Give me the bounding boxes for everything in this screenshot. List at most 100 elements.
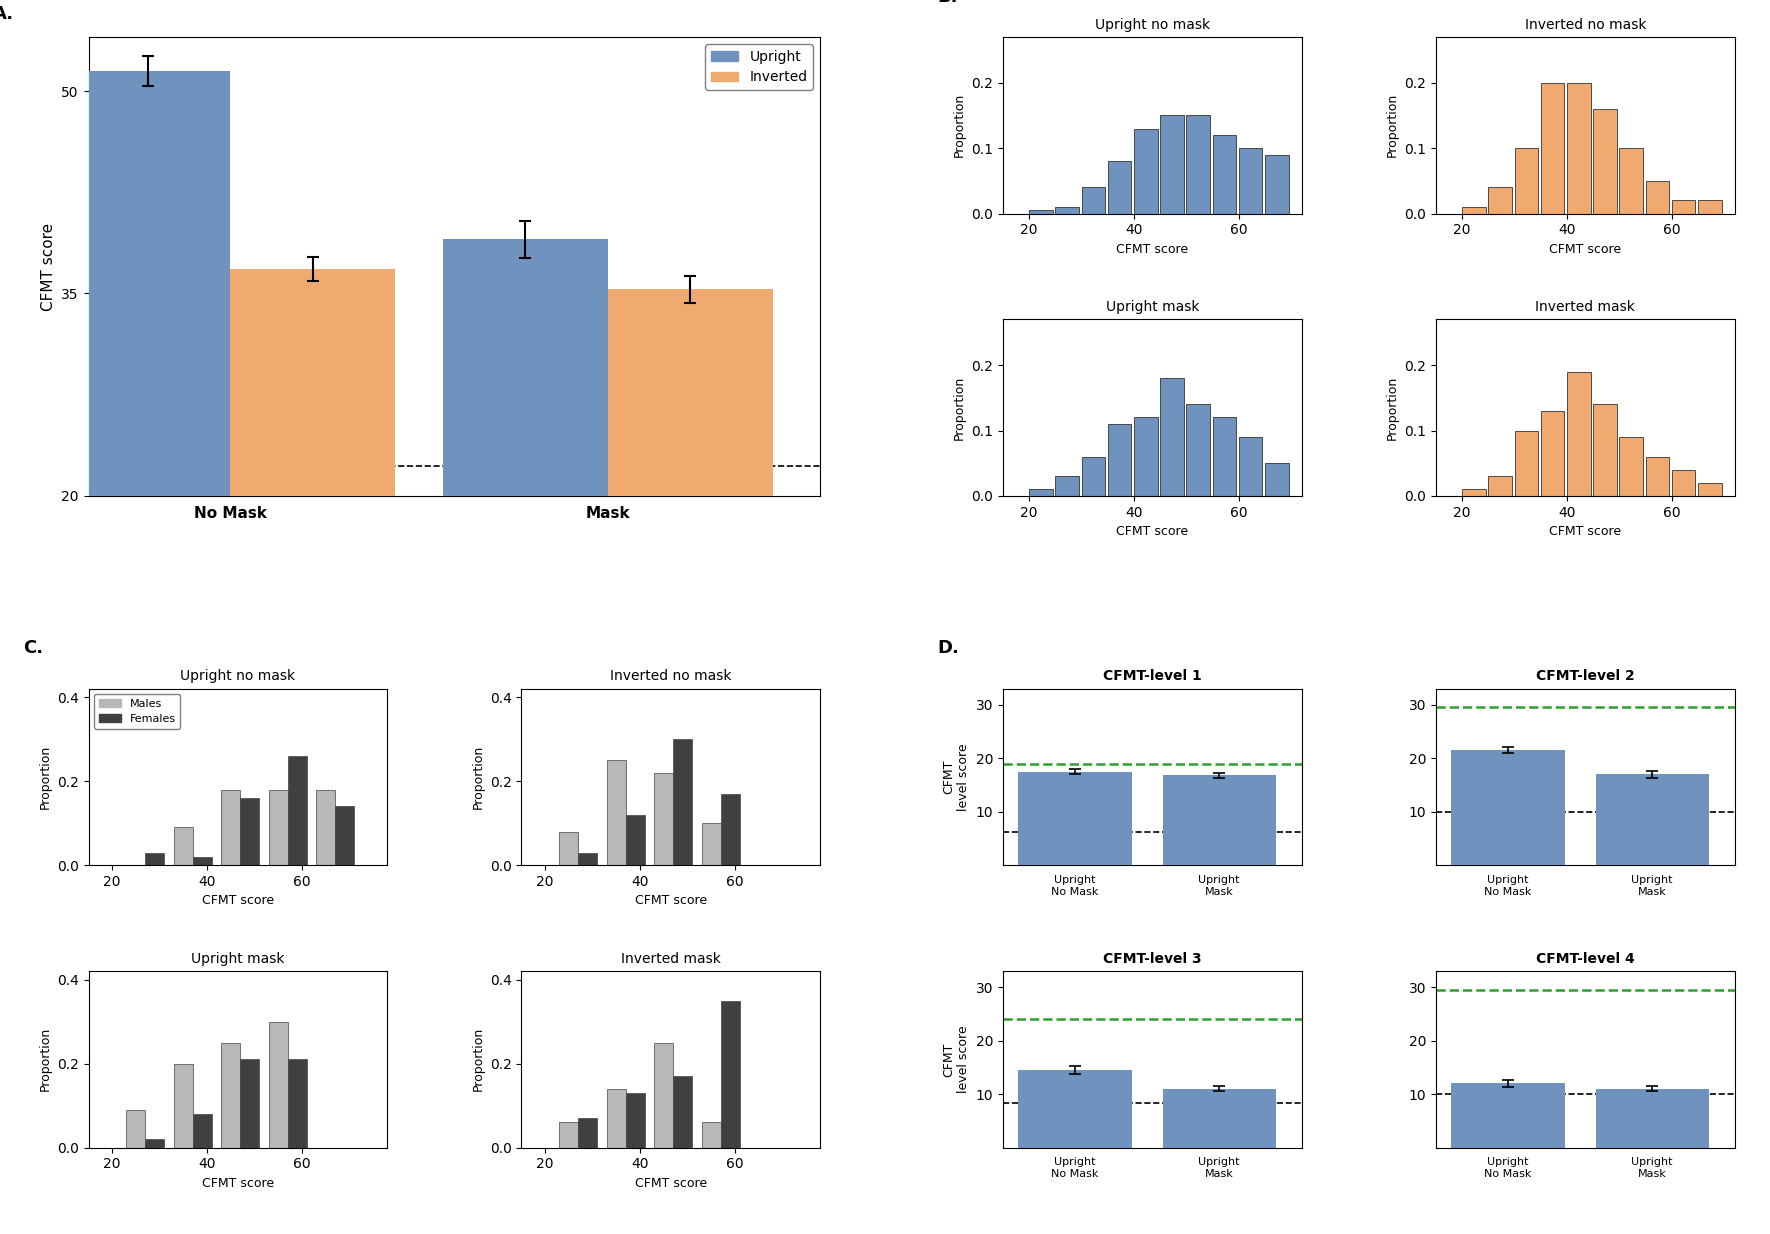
Bar — [193, 856, 212, 865]
Bar — [1028, 490, 1053, 496]
Title: Inverted no mask: Inverted no mask — [611, 669, 731, 684]
Bar — [1595, 1088, 1708, 1148]
Bar — [442, 239, 607, 766]
Bar — [1018, 771, 1131, 865]
Bar — [173, 827, 193, 865]
Y-axis label: Proportion: Proportion — [39, 1027, 51, 1092]
Bar — [607, 290, 773, 766]
Title: Upright no mask: Upright no mask — [181, 669, 296, 684]
Title: Upright no mask: Upright no mask — [1094, 17, 1211, 32]
Title: Upright mask: Upright mask — [191, 951, 285, 966]
Bar — [1646, 457, 1669, 496]
Bar — [673, 739, 692, 865]
Bar — [1055, 476, 1080, 496]
Bar — [317, 790, 335, 865]
Bar — [1451, 750, 1565, 865]
Bar — [269, 790, 287, 865]
Bar — [1163, 775, 1276, 865]
Bar — [126, 1109, 145, 1148]
Bar — [1266, 463, 1289, 496]
Bar — [655, 772, 673, 865]
Bar — [1540, 411, 1565, 496]
Y-axis label: Proportion: Proportion — [471, 745, 485, 810]
Title: Upright mask: Upright mask — [1106, 300, 1198, 315]
Title: Inverted mask: Inverted mask — [621, 951, 720, 966]
Bar — [1540, 83, 1565, 213]
Bar — [1646, 181, 1669, 213]
Bar — [673, 1076, 692, 1148]
Bar — [241, 1059, 258, 1148]
Bar — [1028, 210, 1053, 213]
Bar — [335, 806, 354, 865]
Bar — [1697, 482, 1722, 496]
Bar — [1671, 200, 1696, 213]
Y-axis label: Proportion: Proportion — [1386, 375, 1398, 439]
Title: CFMT-level 3: CFMT-level 3 — [1103, 951, 1202, 966]
Legend: Upright, Inverted: Upright, Inverted — [704, 44, 812, 90]
Bar — [1135, 417, 1158, 496]
Bar — [1212, 417, 1235, 496]
Bar — [1159, 379, 1184, 496]
Bar — [559, 1123, 579, 1148]
Bar — [1620, 148, 1643, 213]
Bar — [701, 823, 720, 865]
Bar — [1451, 1083, 1565, 1148]
Bar — [1697, 200, 1722, 213]
Bar — [579, 1118, 596, 1148]
Bar — [193, 1114, 212, 1148]
Bar — [65, 70, 230, 766]
Bar — [607, 760, 627, 865]
Bar — [1018, 1070, 1131, 1148]
Bar — [1593, 405, 1616, 496]
Bar — [1163, 1088, 1276, 1148]
Bar — [559, 832, 579, 865]
Text: A.: A. — [0, 5, 14, 22]
Bar — [145, 1139, 165, 1148]
Bar — [1135, 128, 1158, 213]
X-axis label: CFMT score: CFMT score — [1549, 243, 1621, 255]
Title: CFMT-level 2: CFMT-level 2 — [1536, 669, 1635, 684]
X-axis label: CFMT score: CFMT score — [635, 1177, 706, 1190]
Bar — [1239, 148, 1262, 213]
Bar — [1462, 207, 1485, 213]
Bar — [627, 1093, 644, 1148]
Bar — [269, 1022, 287, 1148]
X-axis label: CFMT score: CFMT score — [1117, 243, 1188, 255]
Bar — [1081, 188, 1104, 213]
Y-axis label: Proportion: Proportion — [952, 93, 966, 158]
X-axis label: CFMT score: CFMT score — [1117, 526, 1188, 538]
Bar — [1489, 476, 1512, 496]
Bar — [241, 798, 258, 865]
Bar — [655, 1043, 673, 1148]
Y-axis label: CFMT score: CFMT score — [41, 222, 55, 311]
Bar — [1159, 116, 1184, 213]
Bar — [1671, 470, 1696, 496]
Title: CFMT-level 4: CFMT-level 4 — [1536, 951, 1635, 966]
Title: Inverted mask: Inverted mask — [1535, 300, 1635, 315]
Title: Inverted no mask: Inverted no mask — [1524, 17, 1646, 32]
Y-axis label: CFMT
level score: CFMT level score — [942, 1025, 970, 1093]
Bar — [287, 756, 306, 865]
Bar — [1239, 437, 1262, 496]
Bar — [1489, 188, 1512, 213]
Bar — [1515, 431, 1538, 496]
Bar — [287, 1059, 306, 1148]
Bar — [1462, 490, 1485, 496]
Bar — [701, 1123, 720, 1148]
Bar — [221, 1043, 241, 1148]
Y-axis label: Proportion: Proportion — [471, 1027, 485, 1092]
Bar — [1566, 83, 1591, 213]
Text: D.: D. — [938, 639, 959, 658]
Bar — [1566, 371, 1591, 496]
Bar — [221, 790, 241, 865]
Y-axis label: Proportion: Proportion — [952, 375, 966, 439]
Bar — [173, 1064, 193, 1148]
Bar — [1593, 109, 1616, 213]
Text: B.: B. — [938, 0, 958, 6]
Bar — [720, 793, 740, 865]
Y-axis label: Proportion: Proportion — [39, 745, 51, 810]
Text: C.: C. — [23, 639, 42, 658]
Bar — [1620, 437, 1643, 496]
Bar — [1212, 135, 1235, 213]
X-axis label: CFMT score: CFMT score — [1549, 526, 1621, 538]
